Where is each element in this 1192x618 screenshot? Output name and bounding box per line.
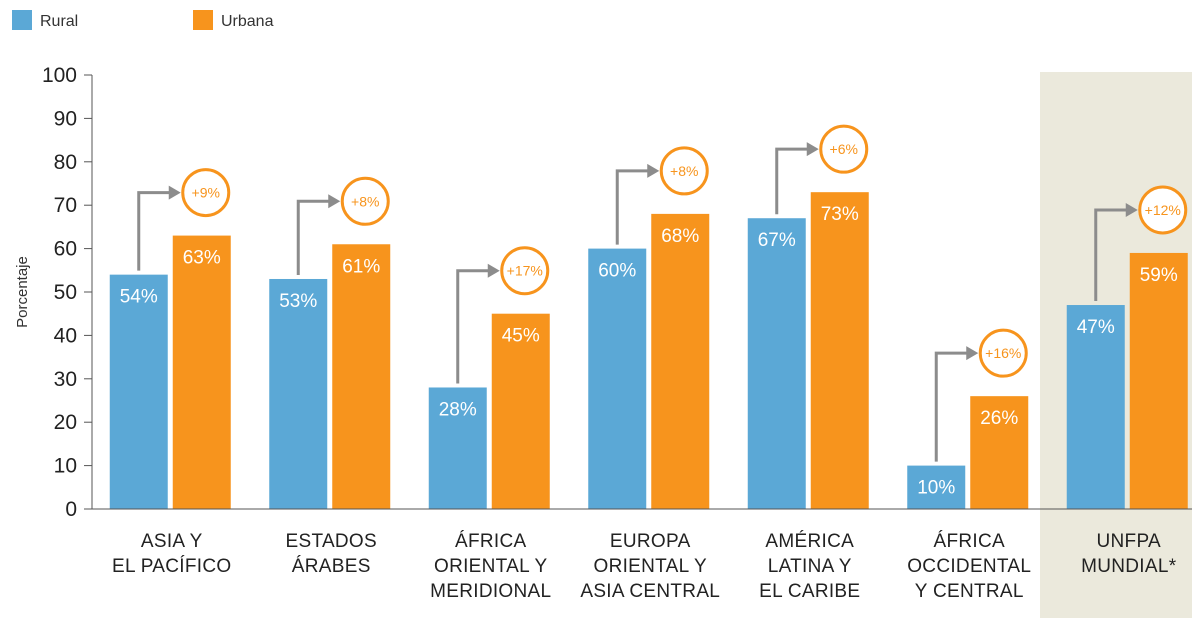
x-category-label: MUNDIAL*	[1081, 556, 1177, 577]
bar-urbana	[970, 396, 1029, 509]
bar-rural	[269, 278, 328, 509]
difference-arrow	[137, 191, 171, 271]
difference-label: +8%	[670, 163, 698, 179]
bar-value-label: 53%	[279, 291, 317, 312]
y-tick-label: 10	[54, 455, 77, 478]
bar-value-label: 68%	[661, 226, 699, 247]
y-tick-label: 50	[54, 281, 77, 304]
x-category-label: LATINA Y	[768, 556, 852, 577]
difference-circle	[978, 328, 1028, 378]
difference-label: +17%	[507, 263, 543, 279]
bar-value-label: 60%	[598, 261, 636, 282]
x-category-label: ORIENTAL Y	[434, 556, 548, 577]
legend-label-urbana: Urbana	[221, 13, 274, 30]
bar-rural	[747, 218, 806, 509]
legend: Rural Urbana	[12, 10, 274, 30]
bar-rural	[907, 465, 966, 509]
x-category-label: ÁFRICA	[455, 531, 526, 552]
bar-urbana	[1129, 252, 1188, 509]
bar-rural	[1066, 305, 1125, 509]
x-category-label: ASIA Y	[141, 531, 203, 552]
x-category-label: OCCIDENTAL	[907, 556, 1031, 577]
legend-swatch-rural	[12, 10, 32, 30]
bar-rural	[588, 248, 647, 509]
difference-circle	[340, 176, 390, 226]
difference-circle	[819, 124, 869, 174]
y-tick-label: 80	[54, 151, 77, 174]
arrow-head	[487, 263, 500, 278]
difference-circle	[1138, 185, 1188, 235]
y-axis: 0 10 20 30 40 50 60 70 80 90 100	[42, 64, 93, 521]
bar-value-label: 61%	[342, 256, 380, 277]
bar-urbana	[332, 244, 391, 509]
bar-urbana	[651, 213, 710, 509]
legend-label-rural: Rural	[40, 13, 78, 30]
bar-value-label: 45%	[502, 326, 540, 347]
bar-value-label: 67%	[758, 230, 796, 251]
y-axis-label: Porcentaje	[14, 256, 31, 328]
difference-arrow	[456, 269, 490, 384]
difference-label: +16%	[985, 345, 1021, 361]
bar-value-label: 54%	[120, 287, 158, 308]
x-category-label: ÁFRICA	[934, 531, 1005, 552]
difference-arrow	[615, 169, 650, 245]
x-category-label: EL PACÍFICO	[112, 556, 231, 577]
difference-label: +8%	[351, 193, 379, 209]
x-category-label: EL CARIBE	[759, 581, 860, 602]
x-category-label: UNFPA	[1097, 531, 1162, 552]
difference-label: +12%	[1145, 202, 1181, 218]
x-category-label: AMÉRICA	[765, 531, 854, 552]
y-tick-label: 60	[54, 238, 77, 261]
x-category-label: ORIENTAL Y	[593, 556, 707, 577]
difference-label: +9%	[192, 185, 220, 201]
arrow-head	[647, 163, 660, 178]
x-axis: ASIA Y EL PACÍFICO ESTADOS ÁRABES ÁFRICA ORIE…	[92, 508, 1192, 602]
y-tick-label: 100	[42, 64, 77, 87]
difference-label: +6%	[830, 141, 858, 157]
arrow-head	[806, 142, 819, 157]
difference-arrow	[1094, 208, 1128, 302]
bar-value-label: 59%	[1140, 265, 1178, 286]
y-tick-label: 90	[54, 107, 77, 130]
x-category-label: EUROPA	[610, 531, 691, 552]
arrow-head	[1125, 202, 1138, 217]
bar-rural	[109, 274, 168, 509]
difference-annotations: +9% +8% +17% +8% +6% +16% +12%	[137, 124, 1188, 462]
arrow-head	[168, 185, 181, 200]
bar-urbana	[172, 235, 231, 509]
difference-circle	[181, 168, 231, 218]
bars: 54% 63% 53% 61% 28% 45% 60% 68% 67% 73% 10% 26% 47% 5…	[109, 192, 1188, 509]
x-category-label: ASIA CENTRAL	[580, 581, 720, 602]
bar-value-label: 47%	[1077, 317, 1115, 338]
x-category-label: ÁRABES	[292, 556, 371, 577]
y-tick-label: 30	[54, 368, 77, 391]
arrow-head	[966, 346, 979, 361]
x-category-label: MERIDIONAL	[430, 581, 551, 602]
x-category-label: ESTADOS	[286, 531, 378, 552]
bar-value-label: 28%	[439, 399, 477, 420]
difference-arrow	[775, 147, 809, 215]
y-tick-label: 40	[54, 324, 77, 347]
legend-swatch-urbana	[193, 10, 213, 30]
difference-arrow	[296, 199, 331, 275]
bar-rural	[428, 387, 487, 509]
difference-circle	[500, 246, 550, 296]
bar-value-label: 26%	[980, 408, 1018, 429]
difference-arrow	[934, 351, 969, 462]
y-tick-label: 20	[54, 411, 77, 434]
bar-value-label: 73%	[821, 204, 859, 225]
bar-urbana	[810, 192, 869, 509]
difference-circle	[659, 146, 709, 196]
bar-urbana	[491, 313, 550, 509]
y-tick-label: 70	[54, 194, 77, 217]
bar-value-label: 63%	[183, 248, 221, 269]
bar-value-label: 10%	[917, 478, 955, 499]
arrow-head	[328, 194, 341, 209]
x-category-label: Y CENTRAL	[915, 581, 1024, 602]
y-tick-label: 0	[65, 498, 77, 521]
